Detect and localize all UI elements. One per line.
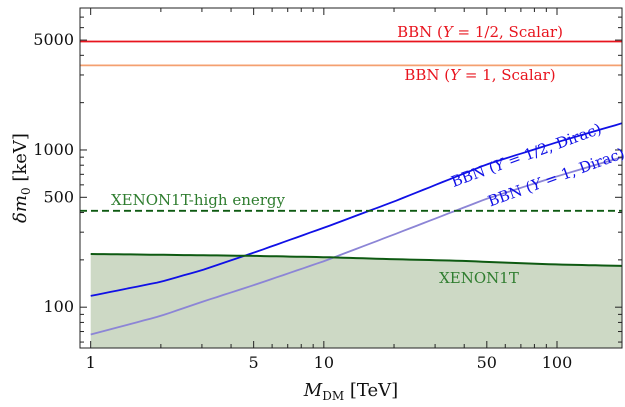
annotation-part: Y: [450, 66, 462, 84]
y-tick-label: 1000: [33, 140, 74, 159]
annotation-part: BBN (: [486, 178, 535, 211]
x-tick-label: 50: [477, 353, 497, 372]
annotation-bbn-y-1-scalar: BBN (Y = 1, Scalar): [404, 66, 555, 84]
axis-title-unit: [keV]: [10, 133, 31, 187]
x-tick-label: 5: [249, 353, 259, 372]
annotation-part: BBN (: [449, 158, 498, 191]
xenon1t-excluded-region: [90, 254, 622, 348]
axis-title-subscript: 0: [19, 187, 33, 195]
series-line-bbn-y-1-2-dirac: [90, 122, 623, 297]
xenon1t-fill-area: [90, 254, 622, 348]
annotation-xenon1t-high-energy: XENON1T-high energy: [111, 191, 286, 209]
axis-title-symbol: M: [303, 380, 323, 401]
plot-border: [79, 7, 623, 349]
series-line-bbn-y-1-dirac: [90, 156, 623, 336]
annotation-part: BBN (: [397, 23, 443, 41]
x-tick-label: 1: [86, 353, 96, 372]
annotation-bbn-y-1-2-scalar: BBN (Y = 1/2, Scalar): [397, 23, 563, 41]
y-axis-title: δm0 [keV]: [10, 133, 33, 223]
series-lines: [80, 40, 623, 336]
series-line-xenon1t: [90, 253, 623, 267]
x-tick-label: 100: [542, 353, 573, 372]
y-tick-label: 100: [43, 297, 74, 316]
axis-ticks: 1 5 10 50 100 100 500 1000 5000: [33, 7, 622, 372]
annotation-part: Y: [443, 23, 455, 41]
annotation-part: = 1/2, Scalar): [453, 23, 563, 41]
axis-title-symbol: δm: [10, 195, 31, 223]
axis-title-unit: [TeV]: [344, 380, 398, 401]
y-tick-label: 5000: [33, 30, 74, 49]
x-tick-label: 10: [314, 353, 334, 372]
x-axis-title: MDM [TeV]: [303, 380, 398, 403]
plot-frame: [79, 7, 623, 349]
annotation-part: XENON1T-high energy: [111, 191, 286, 209]
annotation-part: XENON1T: [439, 269, 519, 287]
axis-title-subscript: DM: [322, 389, 344, 403]
annotation-part: BBN (: [404, 66, 450, 84]
annotation-part: = 1, Scalar): [460, 66, 556, 84]
annotation-xenon1t: XENON1T: [439, 269, 519, 287]
series-annotations: BBN (Y = 1/2, Scalar)BBN (Y = 1, Scalar)…: [111, 23, 625, 287]
y-tick-label: 500: [43, 187, 74, 206]
